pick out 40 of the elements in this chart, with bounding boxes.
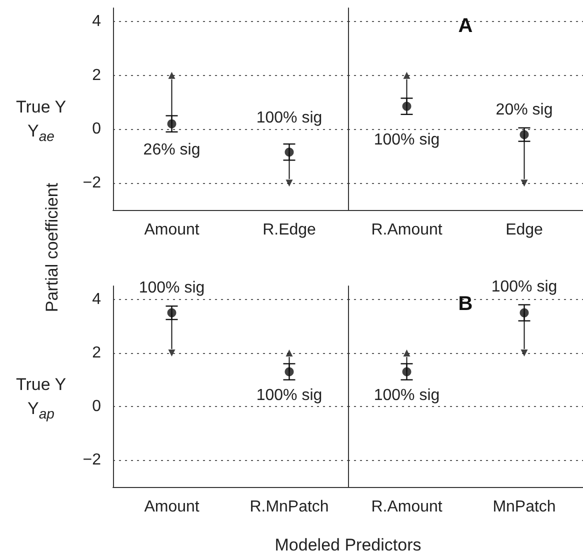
annotation: 100% sig bbox=[491, 278, 558, 296]
chart-title: A bbox=[458, 15, 473, 37]
chart-title: B bbox=[458, 293, 473, 315]
point bbox=[286, 350, 293, 356]
point bbox=[167, 308, 176, 318]
y-tick-label: −2 bbox=[82, 174, 102, 192]
point bbox=[167, 119, 176, 128]
annotation: 100% sig bbox=[374, 387, 440, 404]
x-tick-label: R.Amount bbox=[371, 222, 443, 238]
y-tick-label: −2 bbox=[82, 452, 102, 469]
annotation: 20% sig bbox=[496, 101, 553, 118]
point bbox=[403, 72, 410, 79]
point bbox=[520, 130, 529, 140]
x-tick-label: R.MnPatch bbox=[250, 498, 329, 516]
y-tick-label: 2 bbox=[92, 66, 102, 84]
y-tick-label: 2 bbox=[92, 344, 102, 362]
point bbox=[402, 102, 412, 111]
point bbox=[168, 72, 176, 79]
x-tick-label: Edge bbox=[506, 222, 544, 238]
point bbox=[284, 367, 294, 376]
y-tick-label: 0 bbox=[92, 398, 102, 416]
y-axis-title: Partial coefficient bbox=[42, 182, 62, 312]
annotation: 100% sig bbox=[138, 280, 205, 297]
annotation: 100% sig bbox=[256, 387, 322, 404]
point bbox=[284, 148, 294, 157]
x-tick-label: Amount bbox=[144, 222, 200, 238]
y-tick-label: 4 bbox=[92, 12, 102, 30]
y-tick-label: 4 bbox=[92, 290, 102, 308]
x-tick-label: Amount bbox=[144, 498, 200, 516]
point bbox=[168, 350, 176, 356]
point bbox=[520, 180, 528, 187]
annotation: 100% sig bbox=[256, 110, 322, 127]
point bbox=[286, 180, 293, 187]
x-tick-label: R.Amount bbox=[371, 498, 443, 516]
annotation: 100% sig bbox=[374, 132, 440, 149]
x-tick-label: R.Edge bbox=[262, 222, 316, 238]
annotation: 26% sig bbox=[143, 141, 200, 158]
x-tick-label: MnPatch bbox=[492, 498, 556, 516]
x-axis-title: Modeled Predictors bbox=[274, 536, 422, 554]
y-tick-label: 0 bbox=[92, 120, 102, 138]
